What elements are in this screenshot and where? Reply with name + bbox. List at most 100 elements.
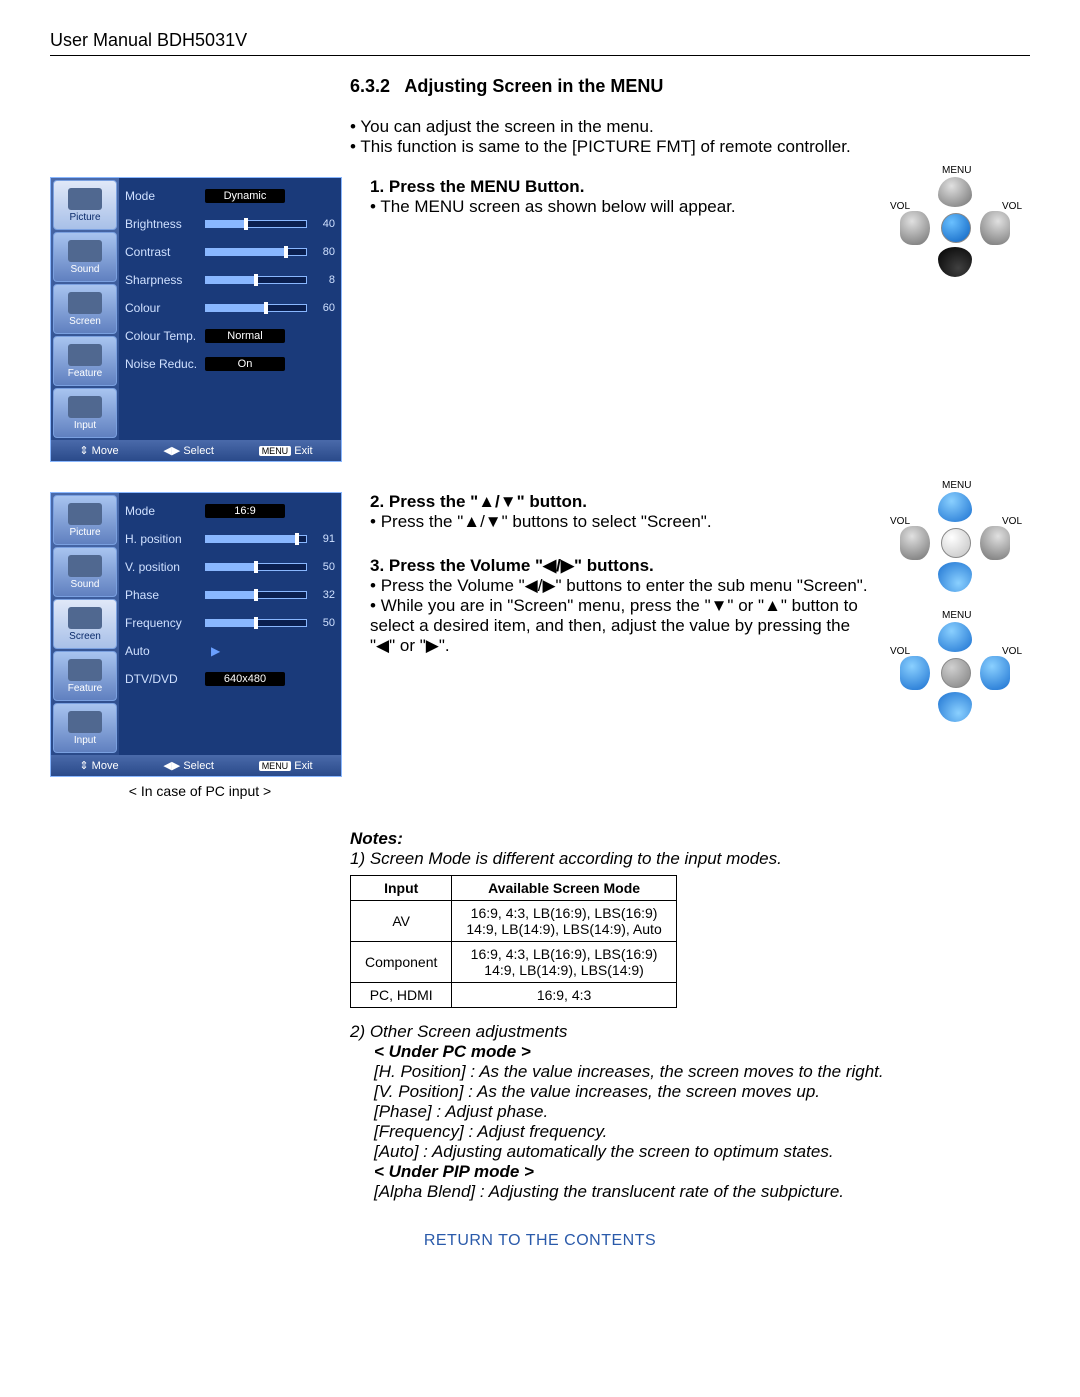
- osd-label: Frequency: [125, 616, 199, 630]
- osd-tab-label: Feature: [68, 368, 102, 379]
- intro-line: You can adjust the screen in the menu.: [350, 117, 1030, 137]
- return-link[interactable]: RETURN TO THE CONTENTS: [50, 1232, 1030, 1250]
- intro: You can adjust the screen in the menu. T…: [350, 117, 1030, 157]
- down-button[interactable]: [938, 247, 972, 277]
- step3-line1: Press the Volume "◀/▶" buttons to enter …: [370, 576, 870, 596]
- notes-heading: Notes:: [350, 829, 1030, 849]
- sound-icon: [68, 555, 102, 577]
- osd-row[interactable]: ModeDynamic: [125, 182, 335, 210]
- vol-up-button[interactable]: [980, 211, 1010, 245]
- down-button[interactable]: [938, 692, 972, 722]
- vol-up-button[interactable]: [980, 526, 1010, 560]
- osd-tab-screen[interactable]: Screen: [53, 599, 117, 649]
- step1-line: The MENU screen as shown below will appe…: [370, 197, 870, 217]
- step-1: PictureSound Screen Feature Input ModeDynami…: [50, 177, 1030, 462]
- osd-slider[interactable]: [205, 248, 307, 256]
- osd-row[interactable]: Auto ▶: [125, 637, 335, 665]
- osd-label: Noise Reduc.: [125, 357, 199, 371]
- table-row: PC, HDMI16:9, 4:3: [351, 983, 677, 1008]
- osd-tab-screen[interactable]: Screen: [53, 284, 117, 334]
- osd-label: Auto: [125, 644, 199, 658]
- screen-icon: [68, 607, 102, 629]
- picture-icon: [68, 503, 102, 525]
- osd-caption: < In case of PC input >: [50, 783, 350, 799]
- osd-label: Phase: [125, 588, 199, 602]
- osd-tab-feature[interactable]: Feature: [53, 651, 117, 701]
- osd-tab-label: Screen: [69, 316, 101, 327]
- note1: 1) Screen Mode is different according to…: [350, 849, 1030, 869]
- osd-label: Colour Temp.: [125, 329, 199, 343]
- osd-slider[interactable]: [205, 591, 307, 599]
- osd-slider[interactable]: [205, 276, 307, 284]
- vol-label: VOL: [1002, 516, 1022, 527]
- osd-value: 80: [313, 246, 335, 258]
- osd-tab-picture[interactable]: Picture: [53, 180, 117, 230]
- osd-label: Sharpness: [125, 273, 199, 287]
- move-hint: ⇕ Move: [79, 444, 118, 457]
- exit-hint: MENU Exit: [259, 760, 313, 772]
- osd-row[interactable]: Brightness 40: [125, 210, 335, 238]
- table-cell: 16:9, 4:3, LB(16:9), LBS(16:9)14:9, LB(1…: [452, 901, 676, 942]
- osd-tab-feature[interactable]: Feature: [53, 336, 117, 386]
- osd-tab-input[interactable]: Input: [53, 388, 117, 438]
- osd-slider[interactable]: [205, 304, 307, 312]
- osd-tab-sound[interactable]: Sound: [53, 547, 117, 597]
- osd-row[interactable]: H. position91: [125, 525, 335, 553]
- osd-value: 40: [313, 218, 335, 230]
- osd-label: Contrast: [125, 245, 199, 259]
- osd-row[interactable]: Contrast 80: [125, 238, 335, 266]
- up-button[interactable]: [938, 492, 972, 522]
- osd-value: 60: [313, 302, 335, 314]
- arrow-icon[interactable]: ▶: [205, 644, 220, 658]
- osd-row[interactable]: Colour Temp.Normal: [125, 322, 335, 350]
- table-header: Input: [351, 876, 452, 901]
- down-button[interactable]: [938, 562, 972, 592]
- feature-icon: [68, 344, 102, 366]
- osd-row[interactable]: DTV/DVD640x480: [125, 665, 335, 693]
- center-button[interactable]: [941, 658, 971, 688]
- osd-footer: ⇕ Move◀▶ SelectMENU Exit: [51, 440, 341, 461]
- osd-row[interactable]: Frequency50: [125, 609, 335, 637]
- osd-slider[interactable]: [205, 563, 307, 571]
- osd-tab-label: Screen: [69, 631, 101, 642]
- step3-line2-text: While you are in "Screen" menu, press th…: [370, 596, 858, 655]
- pc-line: [Phase] : Adjust phase.: [350, 1102, 1030, 1122]
- osd-slider[interactable]: [205, 535, 307, 543]
- osd-row[interactable]: Noise Reduc. On: [125, 350, 335, 378]
- up-button[interactable]: [938, 622, 972, 652]
- center-button[interactable]: [941, 528, 971, 558]
- osd-row[interactable]: Sharpness8: [125, 266, 335, 294]
- osd-label: Brightness: [125, 217, 199, 231]
- osd-row[interactable]: Phase32: [125, 581, 335, 609]
- osd-row[interactable]: Mode16:9: [125, 497, 335, 525]
- osd-slider[interactable]: [205, 619, 307, 627]
- step2-title: 2. Press the "▲/▼" button.: [370, 492, 870, 512]
- input-icon: [68, 396, 102, 418]
- vol-down-button[interactable]: [900, 656, 930, 690]
- osd-picture: PictureSound Screen Feature Input ModeDynami…: [50, 177, 342, 462]
- up-button[interactable]: [938, 177, 972, 207]
- osd-label: V. position: [125, 560, 199, 574]
- osd-label: Colour: [125, 301, 199, 315]
- osd-tab-input[interactable]: Input: [53, 703, 117, 753]
- pc-line: [V. Position] : As the value increases, …: [350, 1082, 1030, 1102]
- vol-up-button[interactable]: [980, 656, 1010, 690]
- osd-value: 50: [313, 561, 335, 573]
- vol-down-button[interactable]: [900, 211, 930, 245]
- osd-row[interactable]: V. position 50: [125, 553, 335, 581]
- osd-tab-sound[interactable]: Sound: [53, 232, 117, 282]
- osd-slider[interactable]: [205, 220, 307, 228]
- osd-label: Mode: [125, 189, 199, 203]
- step-2-3: Picture Sound Screen FeatureInput Mode16:9H.…: [50, 492, 1030, 799]
- osd-label: Mode: [125, 504, 199, 518]
- center-button[interactable]: [941, 213, 971, 243]
- vol-down-button[interactable]: [900, 526, 930, 560]
- osd-tab-picture[interactable]: Picture: [53, 495, 117, 545]
- remote-pad-1: MENUVOLVOL: [890, 177, 1030, 287]
- screen-icon: [68, 292, 102, 314]
- osd-value: On: [205, 357, 285, 371]
- osd-footer: ⇕ Move◀▶ SelectMENU Exit: [51, 755, 341, 776]
- osd-row[interactable]: Colour 60: [125, 294, 335, 322]
- move-hint: ⇕ Move: [79, 759, 118, 772]
- osd-tab-label: Sound: [71, 579, 100, 590]
